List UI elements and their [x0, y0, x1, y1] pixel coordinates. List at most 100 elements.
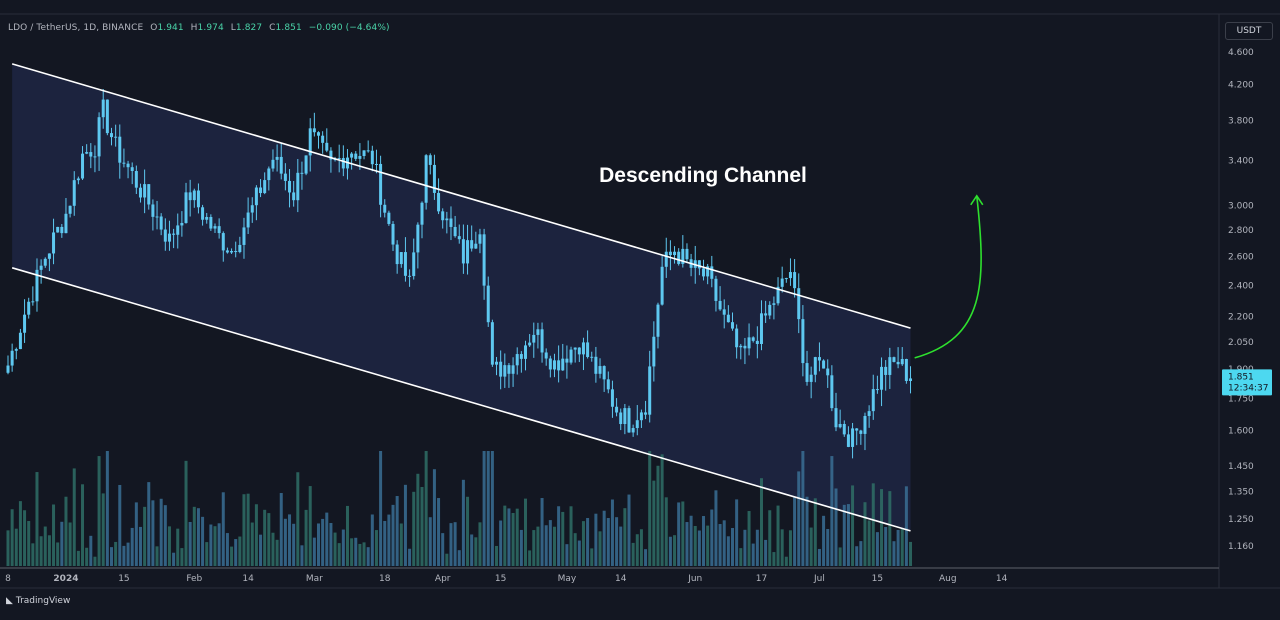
candle[interactable] [859, 430, 863, 434]
candle[interactable] [594, 356, 598, 374]
candle[interactable] [167, 233, 171, 242]
candle[interactable] [362, 150, 366, 156]
candle[interactable] [441, 211, 445, 221]
candle[interactable] [644, 412, 648, 415]
candle[interactable] [279, 156, 283, 174]
candle[interactable] [834, 408, 838, 428]
candle[interactable] [598, 366, 602, 374]
candle[interactable] [561, 358, 565, 371]
candle[interactable] [507, 365, 511, 374]
candle[interactable] [445, 218, 449, 221]
candle[interactable] [383, 204, 387, 213]
candle[interactable] [482, 234, 486, 286]
candle[interactable] [805, 363, 809, 382]
candle[interactable] [196, 190, 200, 208]
tradingview-brand[interactable]: ◣ TradingView [6, 596, 70, 606]
candle[interactable] [242, 227, 246, 245]
candle[interactable] [528, 342, 532, 346]
candle[interactable] [602, 366, 606, 380]
candle[interactable] [681, 248, 685, 264]
candle[interactable] [420, 202, 424, 225]
candle[interactable] [254, 187, 258, 206]
candle[interactable] [623, 408, 627, 425]
candle[interactable] [184, 192, 188, 223]
candle[interactable] [822, 360, 826, 369]
candle[interactable] [89, 152, 93, 157]
candle[interactable] [801, 319, 805, 364]
candle[interactable] [151, 204, 155, 217]
candle[interactable] [896, 361, 900, 365]
candle[interactable] [85, 152, 89, 154]
candle[interactable] [60, 226, 64, 234]
candle[interactable] [606, 379, 610, 390]
candle[interactable] [826, 368, 830, 376]
candle[interactable] [14, 349, 18, 351]
candle[interactable] [776, 286, 780, 304]
candle[interactable] [81, 153, 85, 179]
candle[interactable] [93, 156, 97, 158]
candle[interactable] [577, 347, 581, 355]
candle[interactable] [395, 244, 399, 265]
candle[interactable] [540, 329, 544, 353]
candle[interactable] [366, 150, 370, 152]
candle[interactable] [159, 216, 163, 230]
candle[interactable] [892, 357, 896, 362]
candle[interactable] [47, 253, 51, 259]
candle[interactable] [64, 213, 68, 234]
candle[interactable] [317, 132, 320, 136]
candle[interactable] [138, 187, 142, 198]
candle[interactable] [300, 172, 304, 174]
candle[interactable] [515, 354, 519, 366]
candle[interactable] [788, 272, 792, 279]
candle[interactable] [565, 358, 569, 363]
candle[interactable] [308, 128, 312, 156]
candle[interactable] [449, 218, 453, 227]
candle[interactable] [432, 164, 436, 193]
candle[interactable] [660, 266, 664, 305]
candle[interactable] [180, 222, 184, 226]
candle[interactable] [118, 136, 122, 163]
candle[interactable] [188, 192, 192, 201]
candle[interactable] [370, 150, 374, 165]
candle[interactable] [909, 378, 913, 381]
candle[interactable] [134, 171, 138, 188]
candle[interactable] [718, 300, 722, 310]
candle[interactable] [437, 192, 441, 212]
candle[interactable] [673, 251, 677, 256]
candle[interactable] [453, 226, 457, 237]
candle[interactable] [710, 266, 714, 279]
candle[interactable] [31, 301, 35, 303]
candle[interactable] [105, 99, 109, 134]
candle[interactable] [759, 313, 763, 344]
candle[interactable] [238, 244, 242, 253]
candle[interactable] [586, 342, 590, 357]
candle[interactable] [329, 150, 333, 160]
candle[interactable] [842, 423, 846, 435]
currency-button[interactable]: USDT [1225, 22, 1273, 40]
candle[interactable] [846, 434, 850, 447]
candle[interactable] [478, 234, 482, 244]
candle[interactable] [387, 212, 391, 224]
candle[interactable] [428, 155, 432, 165]
candle[interactable] [163, 229, 167, 242]
candle[interactable] [635, 420, 639, 429]
candle[interactable] [581, 342, 585, 355]
candle[interactable] [312, 128, 316, 133]
candle[interactable] [697, 260, 701, 269]
candle[interactable] [304, 155, 308, 174]
candle[interactable] [283, 173, 287, 181]
candle[interactable] [354, 153, 358, 159]
candle[interactable] [213, 226, 217, 229]
candle[interactable] [726, 314, 730, 323]
candle[interactable] [631, 428, 635, 433]
candle[interactable] [97, 117, 101, 157]
candle[interactable] [552, 360, 556, 370]
candle[interactable] [76, 178, 80, 181]
candle[interactable] [813, 357, 817, 375]
candle[interactable] [192, 190, 196, 201]
candle[interactable] [755, 340, 759, 344]
channel-upper-line[interactable] [11, 63, 911, 329]
candle[interactable] [43, 258, 47, 266]
